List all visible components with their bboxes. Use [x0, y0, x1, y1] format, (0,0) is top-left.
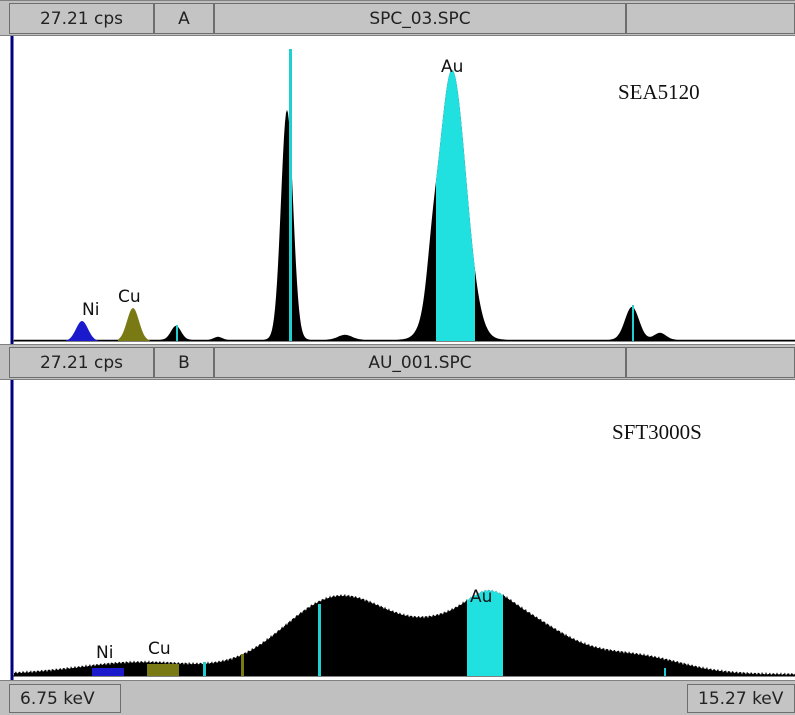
spectrum-b-marker [664, 668, 666, 676]
spectrum-a-instrument: SEA5120 [618, 80, 700, 104]
spectrum-b-cu-roi [147, 664, 179, 676]
spectrum-a-au-roi [436, 69, 475, 342]
spectrum-b-marker [318, 604, 321, 676]
spectrum-b-ni-label: Ni [96, 643, 113, 663]
spectrum-a-cu-label: Cu [118, 287, 141, 307]
spectrum-a-plot[interactable]: Ni Cu Au SEA5120 [0, 36, 795, 344]
spectrum-a-marker [632, 305, 634, 341]
spectrum-b-plot[interactable]: Ni Cu Au SFT3000S [0, 380, 795, 680]
spectrum-b-filename[interactable]: AU_001.SPC [214, 347, 626, 378]
end-energy: 15.27 keV [687, 684, 795, 713]
spectrum-a-marker [176, 325, 178, 341]
spectrum-b-cu-label: Cu [148, 639, 171, 659]
spectrum-b-au-roi [467, 589, 503, 676]
spectrum-b-marker [241, 654, 244, 676]
spectrum-a-cps: 27.21 cps [9, 3, 154, 34]
start-energy: 6.75 keV [9, 684, 121, 713]
spectrum-a-marker [289, 49, 292, 341]
spectrum-b-instrument: SFT3000S [612, 420, 702, 444]
spectrum-b-header: 27.21 cps B AU_001.SPC [0, 344, 795, 380]
spectrum-b-marker [203, 662, 206, 676]
spectrum-b-ni-roi [92, 668, 124, 676]
spectrum-b-au-label: Au [470, 587, 492, 607]
spectrum-a-au-label: Au [441, 57, 463, 77]
spectrum-a-ni-label: Ni [82, 300, 99, 320]
spectrum-a-filename[interactable]: SPC_03.SPC [214, 3, 626, 34]
spectrum-b-cps: 27.21 cps [9, 347, 154, 378]
spectrum-b-counts [14, 589, 795, 676]
spectrum-a-cu-peak [118, 308, 150, 341]
spectrum-b-header-blank [626, 347, 795, 378]
spectrum-a-header-blank [626, 3, 795, 34]
spectrum-a-header: 27.21 cps A SPC_03.SPC [0, 0, 795, 36]
energy-range-bar: 6.75 keV 15.27 keV [0, 680, 795, 715]
spectrum-a-tag[interactable]: A [154, 3, 214, 34]
spectrum-a-ni-peak [66, 321, 98, 341]
spectrum-b-tag[interactable]: B [154, 347, 214, 378]
